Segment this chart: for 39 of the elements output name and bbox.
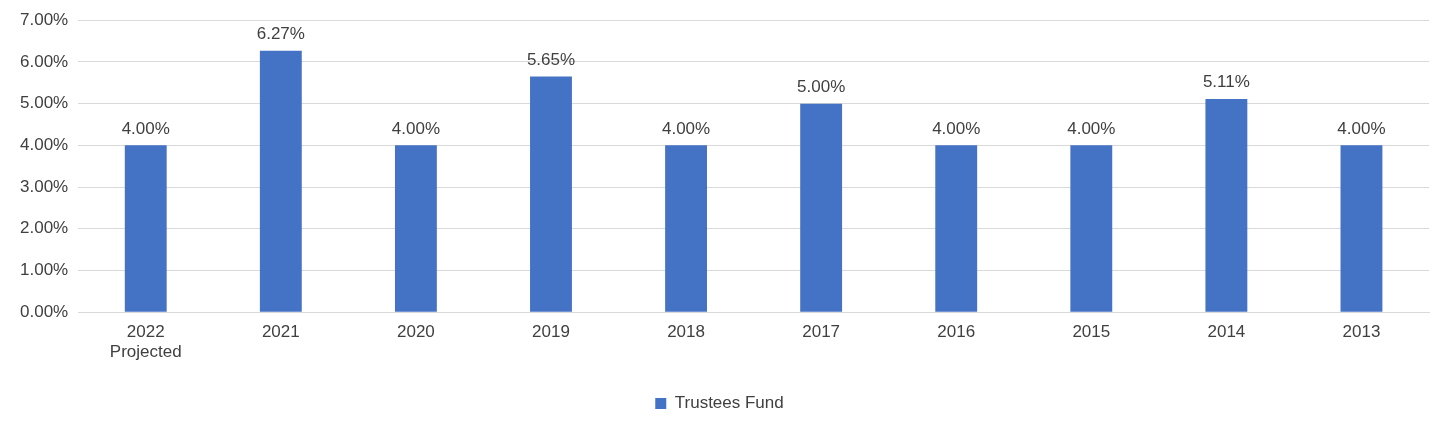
- y-tick-label: 4.00%: [20, 135, 69, 155]
- x-tick-label: 2015: [1072, 322, 1111, 342]
- bar: [1340, 145, 1383, 312]
- bar: [935, 145, 978, 312]
- x-tick-label: 2013: [1342, 322, 1381, 342]
- x-tick-label: 2020: [396, 322, 435, 342]
- x-tick-label: 2016: [937, 322, 976, 342]
- bar: [1205, 99, 1248, 312]
- x-tick-label: 2017: [802, 322, 841, 342]
- data-label: 5.00%: [797, 76, 846, 96]
- bar: [259, 50, 302, 312]
- x-tick-label: 2022 Projected: [109, 322, 182, 362]
- legend-label: Trustees Fund: [674, 393, 784, 413]
- x-tick-label: 2018: [667, 322, 705, 342]
- y-tick-label: 6.00%: [20, 51, 69, 71]
- y-tick-label: 0.00%: [20, 301, 69, 321]
- bar: [1070, 145, 1113, 312]
- bar: [124, 145, 167, 312]
- data-label: 4.00%: [391, 118, 440, 138]
- bar: [665, 145, 707, 312]
- x-tick-label: 2021: [261, 322, 300, 342]
- bar: [800, 103, 843, 312]
- y-tick-label: 7.00%: [20, 9, 69, 29]
- data-label: 4.00%: [1067, 118, 1116, 138]
- y-tick-label: 5.00%: [20, 93, 69, 113]
- y-tick-label: 2.00%: [20, 218, 69, 238]
- data-label: 4.00%: [1337, 118, 1386, 138]
- y-tick-label: 1.00%: [20, 260, 69, 280]
- x-tick-label: 2014: [1207, 322, 1246, 342]
- data-label: 6.27%: [256, 23, 305, 43]
- bar: [530, 76, 572, 312]
- data-label: 5.65%: [526, 49, 576, 69]
- y-tick-label: 3.00%: [20, 176, 69, 196]
- data-label: 4.00%: [121, 118, 170, 138]
- bar: [394, 145, 437, 312]
- data-label: 5.11%: [1202, 72, 1250, 92]
- data-label: 4.00%: [661, 118, 711, 138]
- data-label: 4.00%: [932, 118, 981, 138]
- x-tick-label: 2019: [532, 322, 570, 342]
